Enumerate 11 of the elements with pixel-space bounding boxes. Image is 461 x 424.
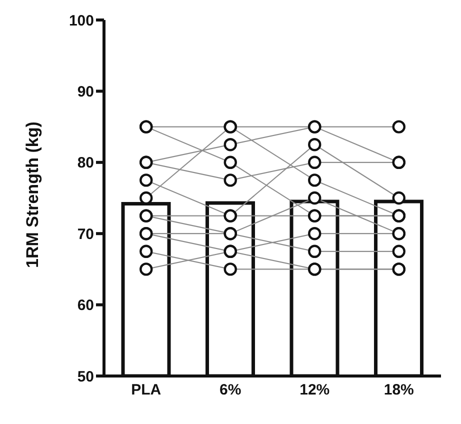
y-tick-label: 50 [77, 368, 94, 386]
y-tick-label: 90 [77, 84, 94, 101]
y-axis-title: 1RM Strength (kg) [23, 122, 42, 268]
y-tick-label: 80 [77, 154, 94, 172]
y-tick-label: 100 [68, 12, 94, 30]
y-tick-label: 60 [77, 297, 94, 314]
x-tick-label: 6% [220, 382, 242, 399]
y-tick-label: 70 [77, 226, 94, 243]
x-tick-label: 18% [384, 382, 414, 399]
x-tick-label: 12% [300, 382, 330, 399]
x-tick-label: PLA [131, 382, 162, 399]
